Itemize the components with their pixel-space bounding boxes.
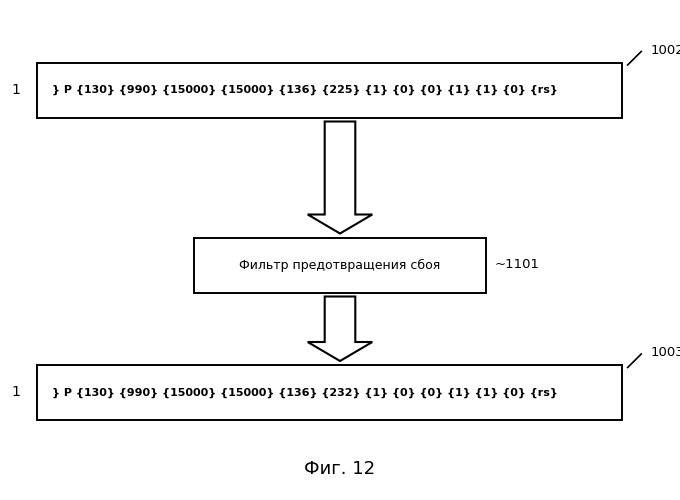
Text: 1002: 1002 bbox=[651, 44, 680, 57]
FancyBboxPatch shape bbox=[37, 365, 622, 420]
Polygon shape bbox=[308, 296, 372, 361]
Polygon shape bbox=[308, 122, 372, 234]
Text: } P {130} {990} {15000} {15000} {136} {232} {1} {0} {0} {1} {1} {0} {rs}: } P {130} {990} {15000} {15000} {136} {2… bbox=[52, 388, 558, 398]
FancyBboxPatch shape bbox=[37, 62, 622, 118]
Text: 1: 1 bbox=[11, 386, 20, 400]
Text: Фильтр предотвращения сбоя: Фильтр предотвращения сбоя bbox=[239, 258, 441, 272]
Text: 1003: 1003 bbox=[651, 346, 680, 359]
FancyBboxPatch shape bbox=[194, 238, 486, 292]
Text: } P {130} {990} {15000} {15000} {136} {225} {1} {0} {0} {1} {1} {0} {rs}: } P {130} {990} {15000} {15000} {136} {2… bbox=[52, 85, 558, 95]
Text: ~1101: ~1101 bbox=[494, 258, 539, 272]
Text: Фиг. 12: Фиг. 12 bbox=[305, 460, 375, 478]
Text: 1: 1 bbox=[11, 83, 20, 97]
